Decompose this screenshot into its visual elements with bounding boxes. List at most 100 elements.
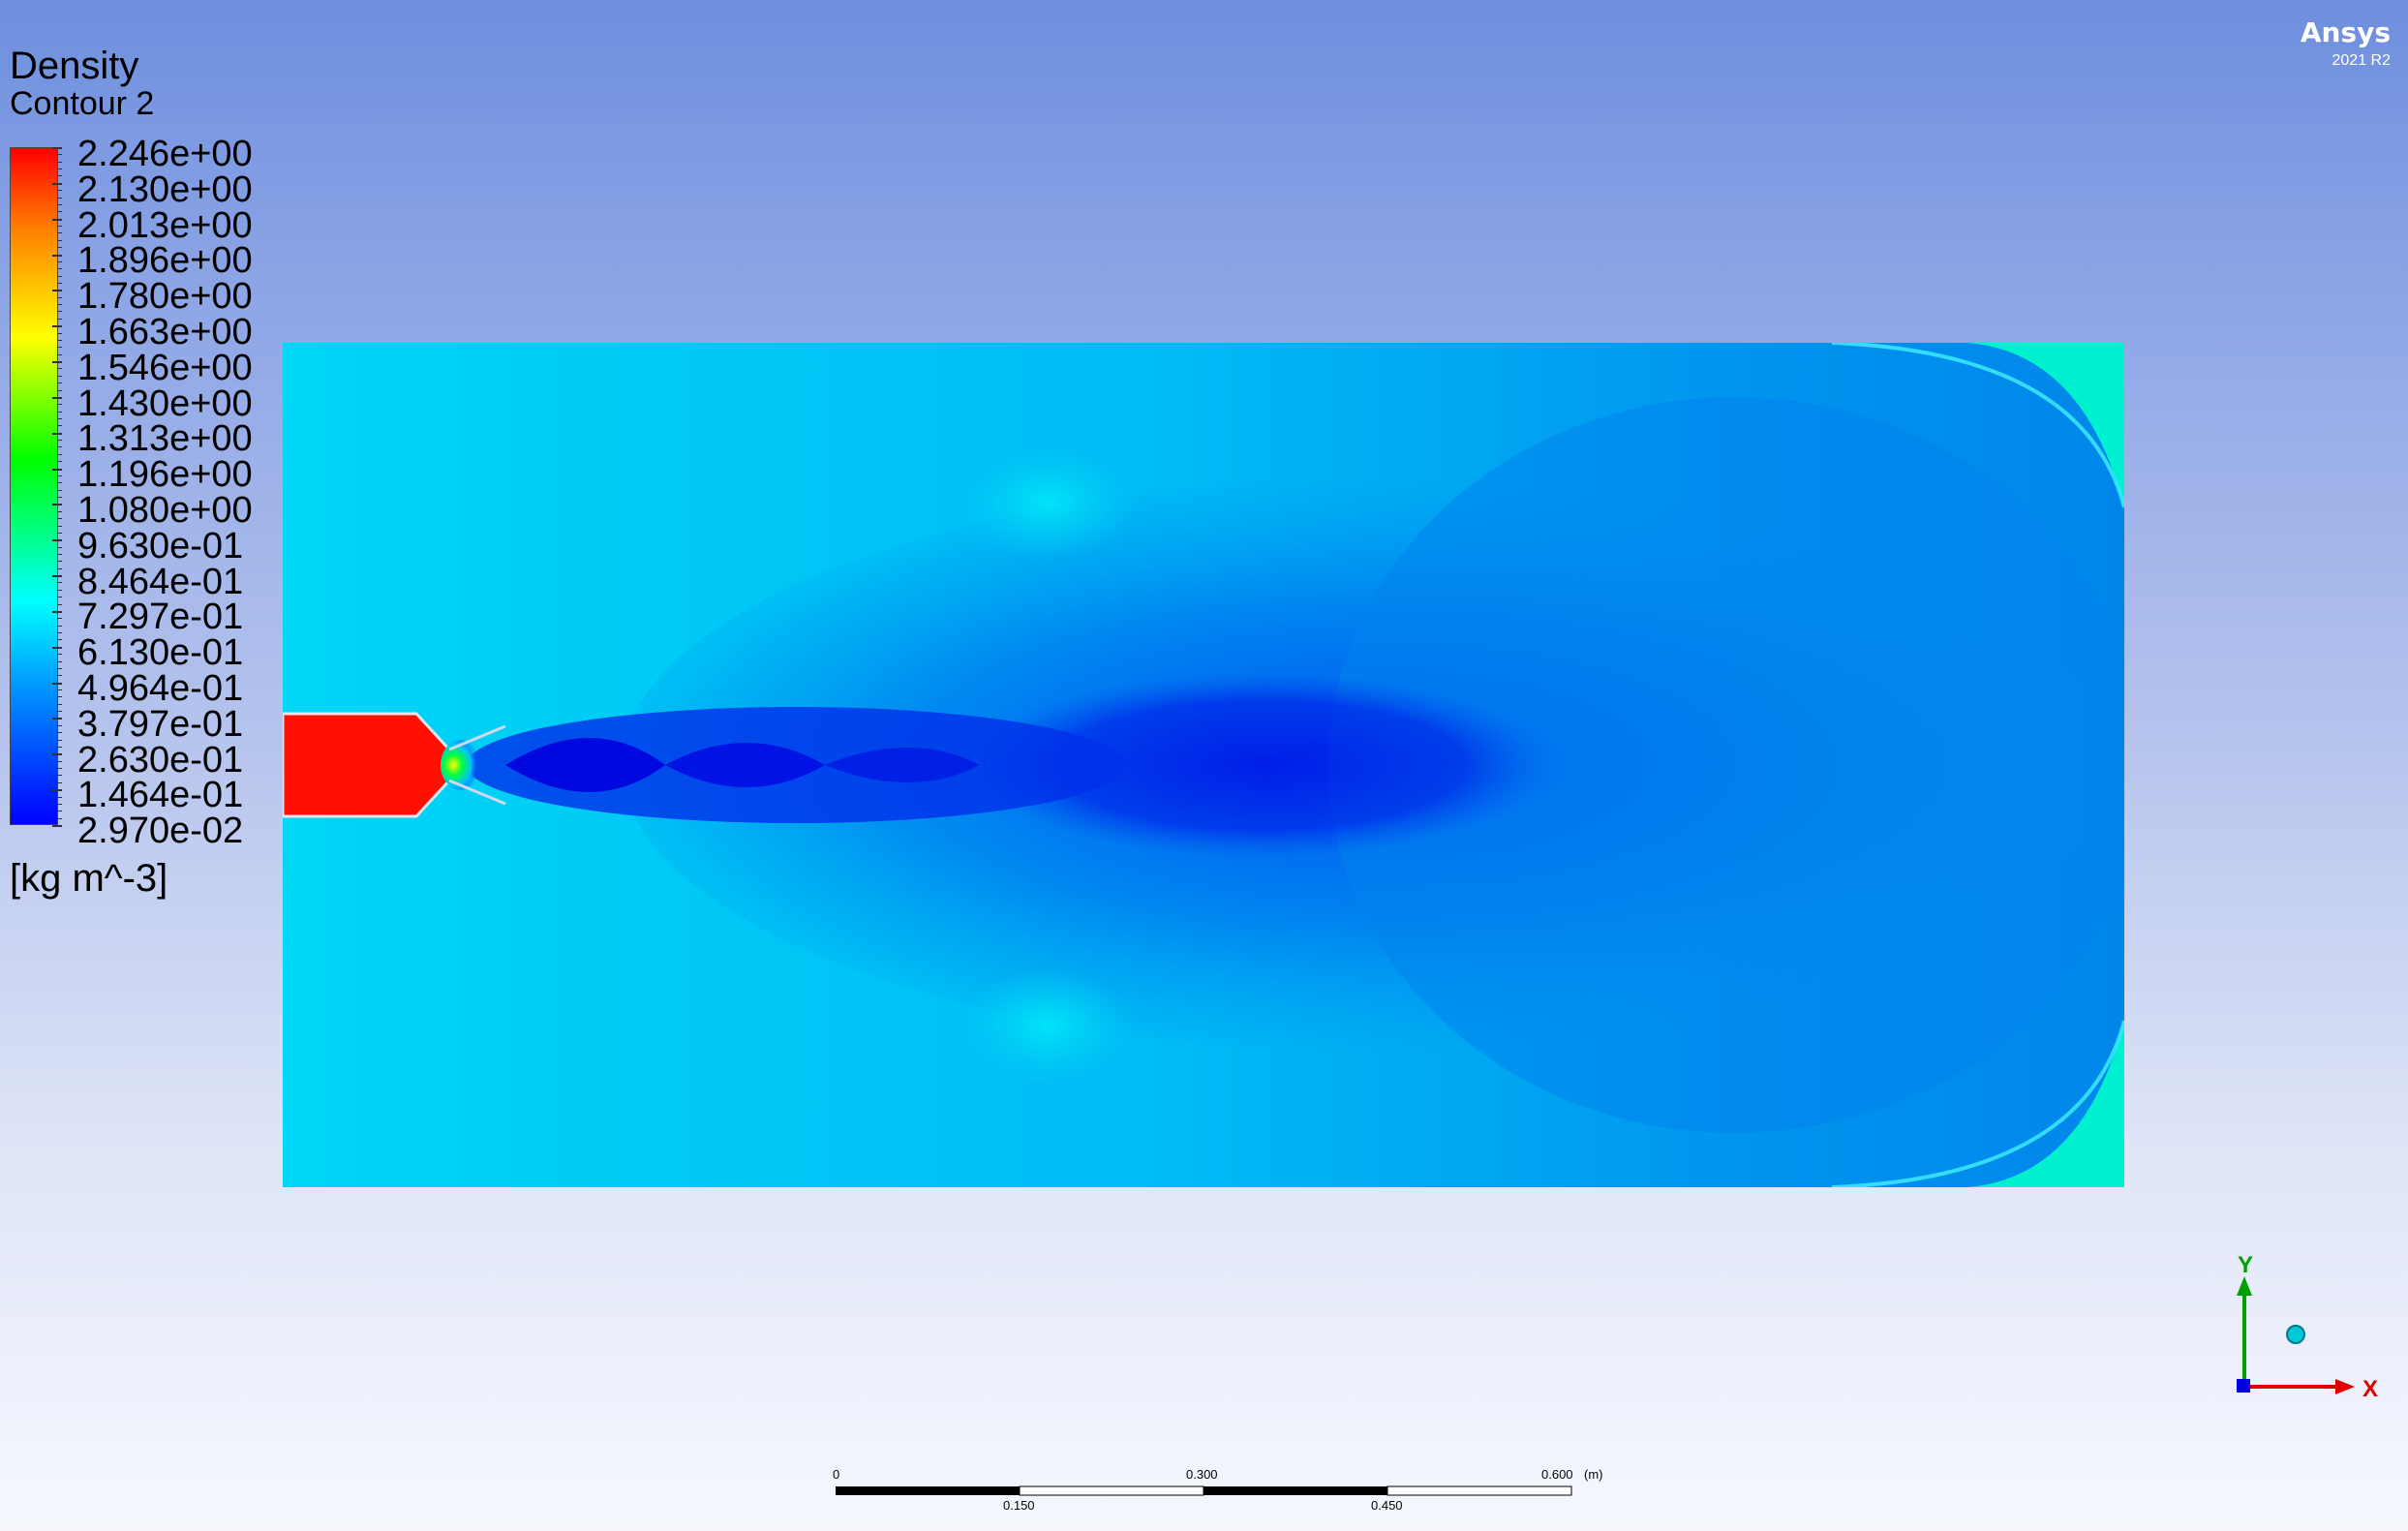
legend-label: 1.546e+00 — [77, 347, 253, 388]
brand-name: Ansys — [2300, 16, 2391, 48]
legend-tick — [57, 796, 62, 798]
legend-tick — [57, 510, 62, 512]
legend-tick — [52, 290, 62, 292]
legend-tick — [57, 775, 62, 777]
legend-tick — [57, 497, 62, 499]
legend-tick — [57, 446, 62, 448]
legend-tick — [57, 525, 62, 527]
legend-tick — [57, 746, 62, 748]
scale-unit: (m) — [1584, 1467, 1603, 1482]
legend-label: 1.430e+00 — [77, 383, 253, 424]
scale-segment — [1204, 1486, 1387, 1495]
legend-colorbar — [10, 147, 58, 825]
x-axis-arrow — [2335, 1379, 2355, 1394]
legend-tick — [57, 461, 62, 463]
legend-tick — [57, 660, 62, 662]
legend-tick — [57, 418, 62, 419]
legend-tick — [57, 739, 62, 741]
legend-tick — [57, 375, 62, 377]
legend-tick — [57, 190, 62, 192]
brand-version: 2021 R2 — [2332, 52, 2392, 69]
legend-label: 1.663e+00 — [77, 312, 253, 352]
legend-tick — [52, 147, 62, 149]
scale-top-label: 0 — [833, 1467, 839, 1482]
scale-top-label: 0.300 — [1186, 1467, 1218, 1482]
legend-tick — [57, 675, 62, 677]
scale-bottom-label: 0.450 — [1371, 1498, 1403, 1513]
legend-label: 7.297e-01 — [77, 597, 244, 638]
legend-tick — [57, 489, 62, 491]
legend-tick — [57, 332, 62, 334]
legend-tick — [57, 703, 62, 705]
y-axis-arrow — [2237, 1276, 2252, 1296]
legend-tick — [57, 546, 62, 548]
legend-label: 1.464e-01 — [77, 775, 244, 816]
scale-segment — [836, 1486, 1020, 1495]
legend-tick — [52, 753, 62, 756]
legend-label: 1.896e+00 — [77, 240, 253, 282]
legend-label: 6.130e-01 — [77, 632, 244, 674]
legend-tick — [57, 275, 62, 277]
legend-tick — [57, 603, 62, 605]
legend-label: 9.630e-01 — [77, 525, 244, 566]
legend-tick — [57, 654, 62, 656]
legend-tick — [52, 468, 62, 471]
view-sphere-icon — [2286, 1325, 2305, 1344]
legend-tick — [57, 639, 62, 641]
legend-tick — [57, 304, 62, 306]
legend-tick — [52, 682, 62, 685]
legend-tick — [52, 254, 62, 257]
legend-tick — [57, 389, 62, 391]
legend-tick — [57, 732, 62, 734]
legend-tick — [57, 582, 62, 584]
z-axis-marker — [2237, 1379, 2250, 1393]
legend-tick — [57, 696, 62, 698]
legend-tick — [57, 311, 62, 313]
legend-tick — [57, 296, 62, 298]
legend-label: 1.780e+00 — [77, 276, 253, 318]
legend-label: 2.630e-01 — [77, 739, 244, 781]
legend-tick — [52, 646, 62, 649]
legend-label: 4.964e-01 — [77, 668, 244, 709]
legend-tick — [57, 532, 62, 534]
legend-unit: [kg m^-3] — [10, 857, 168, 900]
legend-tick — [57, 404, 62, 406]
legend-tick — [52, 610, 62, 613]
legend-tick — [57, 247, 62, 249]
legend-tick — [52, 182, 62, 185]
legend-tick — [57, 268, 62, 270]
legend-tick — [57, 440, 62, 442]
legend-tick — [57, 425, 62, 427]
legend-tick — [52, 825, 62, 827]
legend-tick — [57, 283, 62, 284]
legend-tick — [57, 518, 62, 520]
legend-tick — [57, 589, 62, 591]
legend-tick — [57, 368, 62, 370]
scale-segment — [1387, 1485, 1572, 1496]
legend-label: 2.130e+00 — [77, 168, 253, 210]
legend-tick — [57, 232, 62, 234]
x-axis-label: X — [2362, 1376, 2378, 1402]
legend-tick — [57, 197, 62, 199]
legend-tick — [52, 432, 62, 435]
legend-tick — [57, 203, 62, 205]
legend-tick — [57, 411, 62, 413]
legend-tick — [52, 396, 62, 399]
y-axis-label: Y — [2238, 1252, 2253, 1278]
legend-tick — [52, 325, 62, 328]
legend-tick — [52, 718, 62, 720]
legend-subtitle: Contour 2 — [10, 85, 155, 122]
legend-tick — [57, 561, 62, 563]
legend-label: 2.246e+00 — [77, 134, 253, 174]
legend-tick — [57, 211, 62, 213]
legend-tick — [57, 353, 62, 355]
legend-label: 1.080e+00 — [77, 490, 253, 531]
legend-tick — [57, 175, 62, 177]
legend-label: 1.196e+00 — [77, 454, 253, 496]
legend-tick — [52, 218, 62, 221]
legend-tick — [57, 768, 62, 770]
legend-tick — [57, 760, 62, 762]
legend-tick — [57, 667, 62, 669]
legend-tick — [57, 318, 62, 320]
scale-bar: 0 0.300 0.600 (m) 0.150 0.450 — [833, 1467, 1603, 1513]
